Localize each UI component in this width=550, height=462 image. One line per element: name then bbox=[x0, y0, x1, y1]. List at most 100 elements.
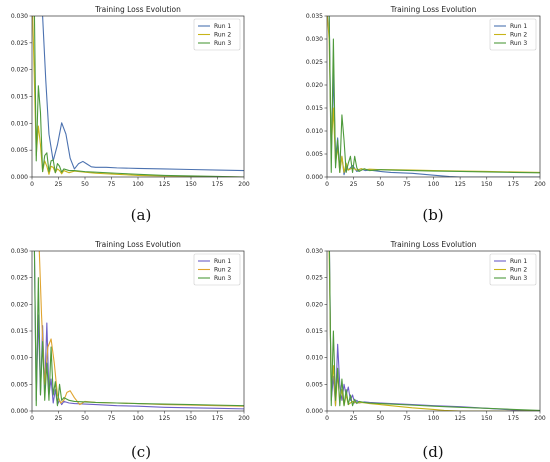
y-tick-label: 0.020 bbox=[11, 67, 28, 74]
y-tick-label: 0.030 bbox=[11, 13, 28, 20]
panel-label: (d) bbox=[422, 443, 443, 461]
x-tick-label: 0 bbox=[30, 181, 34, 188]
chart-panel-3: 0 25 50 75 100 125 150 175 200 0.000 0.005 0.010 0.0… bbox=[11, 240, 250, 461]
x-tick-label: 25 bbox=[350, 181, 358, 188]
legend-box bbox=[193, 18, 241, 51]
series-line-run-3 bbox=[33, 251, 244, 407]
y-tick-label: 0.025 bbox=[306, 59, 323, 66]
series-line-run-3 bbox=[33, 16, 244, 177]
chart-panel-4: 0 25 50 75 100 125 150 175 200 0.000 0.005 0.010 0.0… bbox=[306, 240, 546, 461]
series-group bbox=[33, 251, 244, 410]
x-tick-label: 75 bbox=[108, 181, 116, 188]
chart-panel-1: 0 25 50 75 100 125 150 175 200 0.000 0.005 0.010 0.0… bbox=[11, 5, 250, 224]
x-tick-label: 75 bbox=[403, 181, 411, 188]
x-tick-label: 175 bbox=[212, 181, 224, 188]
chart-panel-2: 0 25 50 75 100 125 150 175 200 0.000 0.005 0.010 0.0… bbox=[306, 5, 546, 224]
x-tick-label: 200 bbox=[534, 181, 546, 188]
legend-label-run-2: Run 2 bbox=[214, 32, 231, 39]
x-tick-label: 200 bbox=[534, 415, 546, 422]
legend-label-run-1: Run 1 bbox=[510, 258, 527, 265]
y-tick-label: 0.005 bbox=[306, 151, 323, 158]
y-tick-label: 0.020 bbox=[306, 82, 323, 89]
chart-title: Training Loss Evolution bbox=[94, 240, 181, 249]
x-tick-label: 100 bbox=[132, 181, 144, 188]
legend-box bbox=[193, 253, 241, 286]
legend-label-run-1: Run 1 bbox=[214, 23, 231, 30]
y-tick-label: 0.035 bbox=[306, 13, 323, 20]
x-tick-label: 150 bbox=[185, 415, 197, 422]
y-tick-label: 0.025 bbox=[11, 275, 28, 282]
x-tick-label: 50 bbox=[81, 181, 89, 188]
y-tick-label: 0.010 bbox=[306, 355, 323, 362]
y-tick-label: 0.020 bbox=[306, 301, 323, 308]
y-tick-label: 0.015 bbox=[306, 328, 323, 335]
panel-label: (b) bbox=[422, 206, 443, 224]
series-line-run-2 bbox=[32, 16, 244, 177]
series-group bbox=[32, 16, 244, 177]
x-tick-label: 200 bbox=[238, 181, 250, 188]
legend-label-run-3: Run 3 bbox=[214, 40, 231, 47]
y-tick-label: 0.005 bbox=[306, 381, 323, 388]
x-tick-label: 25 bbox=[55, 181, 63, 188]
x-tick-label: 50 bbox=[81, 415, 89, 422]
y-tick-label: 0.020 bbox=[11, 301, 28, 308]
legend-label-run-2: Run 2 bbox=[214, 267, 231, 274]
chart-title: Training Loss Evolution bbox=[94, 5, 181, 14]
legend-label-run-3: Run 3 bbox=[510, 40, 527, 47]
series-group bbox=[327, 16, 540, 177]
legend-label-run-1: Run 1 bbox=[510, 23, 527, 30]
y-tick-label: 0.005 bbox=[11, 147, 28, 154]
chart-title: Training Loss Evolution bbox=[390, 240, 477, 249]
legend-label-run-2: Run 2 bbox=[510, 267, 527, 274]
x-tick-label: 50 bbox=[376, 181, 384, 188]
chart-title: Training Loss Evolution bbox=[390, 5, 477, 14]
x-tick-label: 175 bbox=[508, 415, 520, 422]
x-tick-label: 0 bbox=[325, 415, 329, 422]
x-tick-label: 25 bbox=[55, 415, 63, 422]
legend-label-run-3: Run 3 bbox=[510, 275, 527, 282]
x-tick-label: 100 bbox=[428, 181, 440, 188]
x-tick-label: 125 bbox=[159, 181, 171, 188]
x-tick-label: 100 bbox=[428, 415, 440, 422]
x-tick-label: 150 bbox=[185, 181, 197, 188]
y-tick-label: 0.015 bbox=[306, 105, 323, 112]
series-line-run-2 bbox=[328, 251, 540, 411]
x-tick-label: 50 bbox=[376, 415, 384, 422]
x-tick-label: 150 bbox=[481, 181, 493, 188]
x-tick-label: 75 bbox=[108, 415, 116, 422]
y-tick-label: 0.000 bbox=[306, 408, 323, 415]
series-line-run-1 bbox=[42, 16, 244, 172]
series-line-run-3 bbox=[328, 16, 540, 174]
y-tick-label: 0.000 bbox=[306, 174, 323, 181]
series-line-run-1 bbox=[33, 251, 244, 410]
x-tick-label: 0 bbox=[325, 181, 329, 188]
x-tick-label: 175 bbox=[212, 415, 224, 422]
x-tick-label: 125 bbox=[454, 415, 466, 422]
y-tick-label: 0.015 bbox=[11, 94, 28, 101]
y-tick-label: 0.005 bbox=[11, 381, 28, 388]
x-tick-label: 200 bbox=[238, 415, 250, 422]
x-tick-label: 100 bbox=[132, 415, 144, 422]
x-tick-label: 25 bbox=[350, 415, 358, 422]
y-tick-label: 0.010 bbox=[11, 120, 28, 127]
legend-label-run-1: Run 1 bbox=[214, 258, 231, 265]
legend-box bbox=[489, 18, 537, 51]
y-tick-label: 0.000 bbox=[11, 408, 28, 415]
x-tick-label: 175 bbox=[508, 181, 520, 188]
y-tick-label: 0.010 bbox=[306, 128, 323, 135]
series-line-run-2 bbox=[38, 251, 244, 407]
x-tick-label: 125 bbox=[159, 415, 171, 422]
y-tick-label: 0.030 bbox=[11, 248, 28, 255]
x-tick-label: 0 bbox=[30, 415, 34, 422]
panel-label: (a) bbox=[131, 206, 152, 224]
legend-label-run-3: Run 3 bbox=[214, 275, 231, 282]
y-tick-label: 0.030 bbox=[306, 248, 323, 255]
x-tick-label: 125 bbox=[454, 181, 466, 188]
series-line-run-3 bbox=[328, 251, 540, 411]
series-group bbox=[328, 251, 540, 411]
legend-label-run-2: Run 2 bbox=[510, 32, 527, 39]
